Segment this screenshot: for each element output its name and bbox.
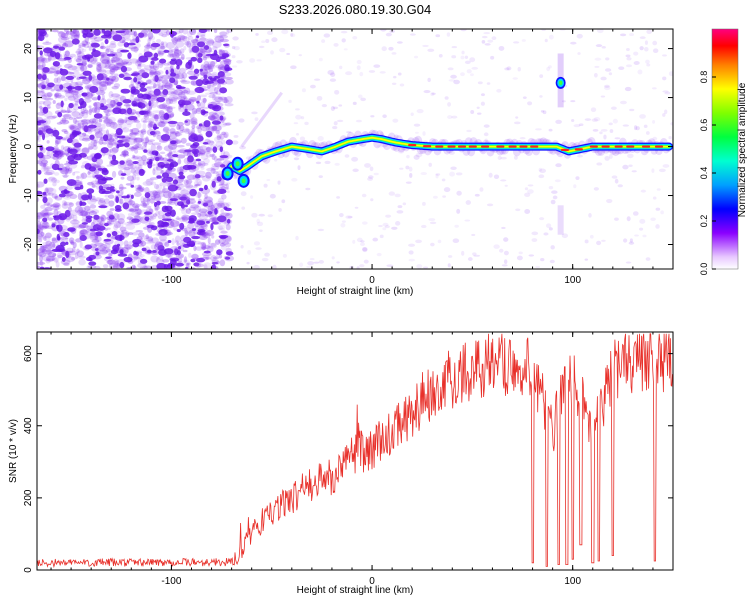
spectrogram-ytick-label: 20 — [23, 43, 34, 55]
spectrogram-noise — [37, 29, 673, 269]
snr-frame — [36, 331, 674, 571]
colorbar: 0.0 0.2 0.4 0.6 0.8 Normalized spectral ampl… — [699, 28, 748, 276]
spectrogram-ytick-label: 0 — [23, 143, 34, 149]
page-title: S233.2026.080.19.30.G04 — [279, 2, 432, 17]
colorbar-label: Normalized spectral amplitude — [737, 82, 748, 217]
snr-ytick-label: 400 — [23, 417, 34, 434]
spectrogram-ytick-label: 10 — [23, 92, 34, 104]
spectrogram-xtick-label: 100 — [564, 275, 581, 286]
colorbar-tick-label: 0.2 — [699, 215, 709, 228]
spectrogram-xlabel: Height of straight line (km) — [297, 286, 414, 297]
snr-panel: -100 0 100 0 200 400 600 Height of straight li… — [8, 331, 674, 596]
snr-xlabel: Height of straight line (km) — [297, 585, 414, 596]
snr-xtick-label: -100 — [161, 576, 181, 587]
spectrogram-xtick-label: -100 — [161, 275, 181, 286]
spectrogram-frame — [36, 28, 674, 270]
colorbar-tick-label: 0.8 — [699, 71, 709, 84]
snr-xtick-label: 100 — [564, 576, 581, 587]
spectrogram-trace — [221, 53, 673, 235]
snr-ytick-label: 600 — [23, 345, 34, 362]
spectrogram-ytick-label: -20 — [23, 237, 34, 252]
colorbar-gradient — [712, 29, 738, 269]
spectrogram-ytick-label: -10 — [23, 188, 34, 203]
snr-xtick-label: 0 — [369, 576, 375, 587]
spectrogram-ylabel: Frequency (Hz) — [8, 115, 19, 184]
snr-ytick-label: 0 — [23, 567, 34, 573]
snr-series-line — [37, 333, 673, 569]
colorbar-tick-label: 0.0 — [699, 263, 709, 276]
colorbar-tick-label: 0.4 — [699, 167, 709, 180]
snr-ylabel: SNR (10 * v/v) — [8, 419, 19, 483]
spectrogram-xtick-label: 0 — [369, 275, 375, 286]
colorbar-tick-label: 0.6 — [699, 119, 709, 132]
snr-ytick-label: 200 — [23, 489, 34, 506]
